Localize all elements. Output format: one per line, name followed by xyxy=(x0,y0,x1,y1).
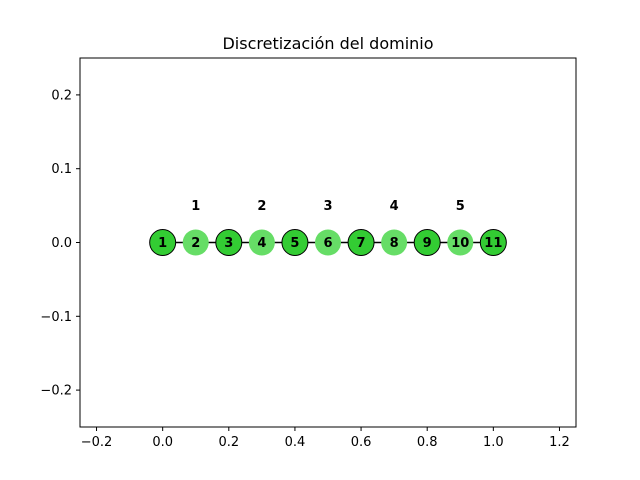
vertex-node xyxy=(347,229,375,256)
midpoint-node xyxy=(182,229,209,256)
midpoint-node xyxy=(381,229,408,256)
y-tick-label: −0.2 xyxy=(40,384,72,399)
y-tick-label: 0.0 xyxy=(51,236,72,251)
x-tick-label: −0.2 xyxy=(81,435,113,450)
node-label: 8 xyxy=(390,236,399,251)
x-tick-label: 1.0 xyxy=(483,435,504,450)
element-label: 5 xyxy=(456,199,465,214)
node-label: 4 xyxy=(257,236,266,251)
vertex-node xyxy=(479,229,507,256)
midpoint-node xyxy=(248,229,275,256)
vertex-node xyxy=(215,229,243,256)
x-tick-label: 1.2 xyxy=(549,435,570,450)
plot-marks: 1 2 3 4 5 6 7 8 9 10 111 2 3 4 5 xyxy=(149,199,507,256)
y-tick-label: −0.1 xyxy=(40,310,72,325)
element-label: 2 xyxy=(257,199,266,214)
y-axis: 0.2 0.1 0.0 −0.1 −0.2 xyxy=(40,88,80,399)
node-label: 1 xyxy=(158,236,167,251)
midpoint-node xyxy=(447,229,474,256)
y-tick-label: 0.2 xyxy=(51,88,72,103)
x-tick-label: 0.0 xyxy=(152,435,173,450)
node-label: 7 xyxy=(357,236,366,251)
node-label: 11 xyxy=(484,236,502,251)
midpoint-node xyxy=(315,229,341,256)
chart-title: Discretización del dominio xyxy=(222,34,433,53)
x-tick-label: 0.4 xyxy=(285,435,306,450)
node-label: 5 xyxy=(290,236,299,251)
x-tick-label: 0.6 xyxy=(351,435,372,450)
vertex-node xyxy=(149,229,177,256)
vertex-node xyxy=(413,229,441,256)
node-label: 9 xyxy=(423,236,432,251)
element-label: 3 xyxy=(323,199,332,214)
node-label: 10 xyxy=(451,236,469,251)
element-label: 4 xyxy=(390,199,399,214)
x-tick-label: 0.2 xyxy=(218,435,239,450)
node-label: 6 xyxy=(323,236,332,251)
element-label: 1 xyxy=(191,199,200,214)
vertex-node xyxy=(281,229,309,256)
node-label: 3 xyxy=(224,236,233,251)
node-label: 2 xyxy=(191,236,200,251)
x-tick-label: 0.8 xyxy=(417,435,438,450)
x-axis: −0.2 0.0 0.2 0.4 0.6 0.8 1.0 1.2 xyxy=(81,427,570,450)
y-tick-label: 0.1 xyxy=(51,162,72,177)
